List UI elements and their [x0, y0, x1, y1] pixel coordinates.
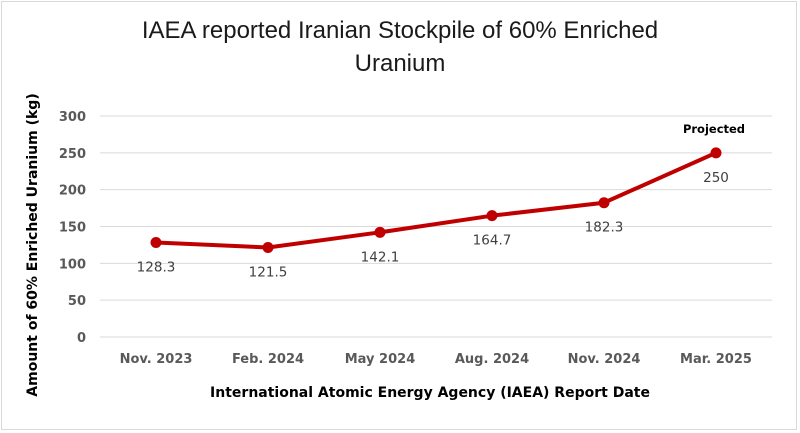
y-tick-label: 150	[59, 221, 86, 236]
y-tick-label: 100	[59, 257, 86, 272]
x-axis-title: International Atomic Energy Agency (IAEA…	[210, 385, 650, 401]
x-tick-label: Mar. 2025	[680, 352, 752, 367]
data-label: 121.5	[249, 264, 288, 280]
y-tick-label: 50	[68, 294, 86, 309]
x-tick-label: Feb. 2024	[232, 352, 304, 367]
x-tick-label: Nov. 2024	[568, 352, 641, 367]
x-tick-label: May 2024	[345, 352, 416, 367]
series-line-group	[154, 150, 718, 250]
data-point	[486, 210, 498, 222]
data-label: 250	[703, 170, 729, 186]
y-tick-label: 300	[59, 110, 86, 125]
data-point	[262, 241, 274, 253]
data-label: 142.1	[361, 249, 400, 265]
x-tick-label: Nov. 2023	[120, 352, 193, 367]
data-labels: 128.3 121.5 142.1 164.7 182.3 250	[137, 170, 729, 281]
series-line	[154, 150, 718, 250]
data-point	[374, 226, 386, 238]
gridlines	[100, 115, 772, 338]
y-tick-labels: 0 50 100 150 200 250 300	[59, 110, 86, 346]
data-point	[150, 236, 162, 248]
y-tick-label: 0	[77, 331, 86, 346]
x-tick-label: Aug. 2024	[455, 352, 529, 367]
x-tick-labels: Nov. 2023 Feb. 2024 May 2024 Aug. 2024 Nov. …	[120, 352, 752, 367]
chart-title: IAEA reported Iranian Stockpile of 60% E…	[141, 17, 659, 77]
y-axis-title: Amount of 60% Enriched Uranium (kg)	[25, 93, 41, 396]
y-tick-label: 200	[59, 184, 86, 199]
data-label: 164.7	[473, 233, 512, 249]
data-label: 182.3	[585, 220, 624, 236]
annotation-label: Projected	[683, 122, 745, 136]
data-label: 128.3	[137, 259, 176, 275]
data-points	[150, 147, 722, 253]
annotations: Projected	[683, 122, 745, 136]
data-point	[710, 147, 722, 159]
y-tick-label: 250	[59, 147, 86, 162]
data-point	[598, 197, 610, 209]
